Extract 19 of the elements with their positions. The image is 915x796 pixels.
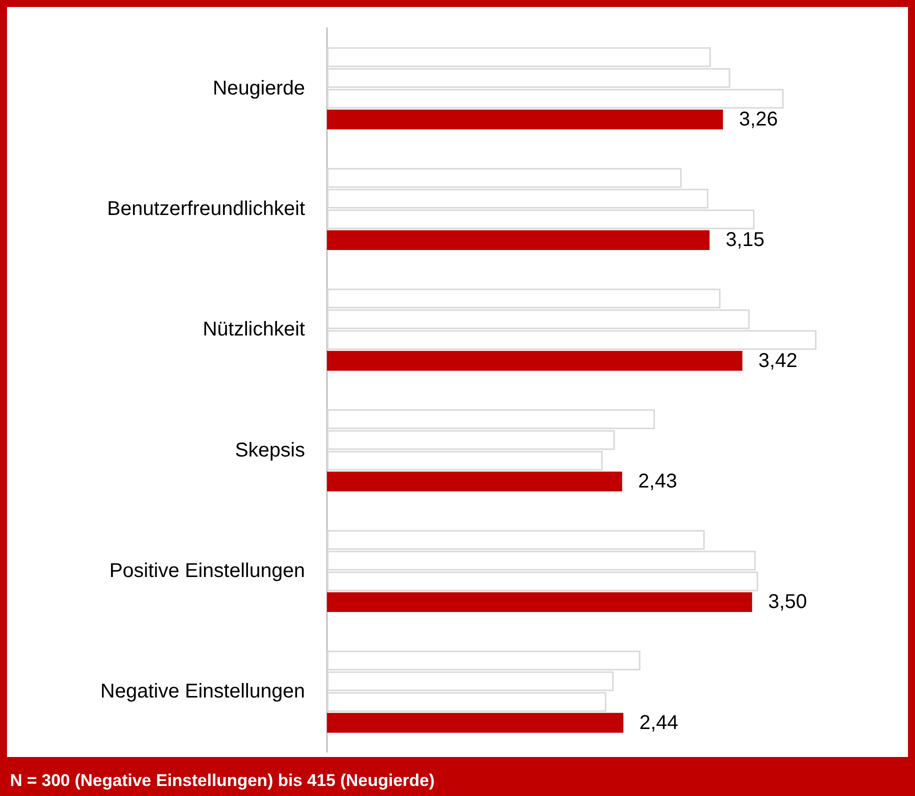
bar xyxy=(327,472,622,492)
y-tick-label: Nützlichkeit xyxy=(202,318,306,341)
data-label: 3,15 xyxy=(726,229,765,252)
bar xyxy=(327,230,710,250)
bar xyxy=(327,592,752,612)
data-label: 2,43 xyxy=(638,470,678,492)
text: N = 300 (Negative Einstellungen) bis 415 (Neugierde) xyxy=(0,757,915,796)
data-label: 3,42 xyxy=(758,350,798,372)
data-label: 2,44 xyxy=(639,712,678,734)
bar xyxy=(327,110,723,130)
y-tick-label: Skepsis xyxy=(234,439,305,462)
data-label: 3,26 xyxy=(738,108,778,130)
data-label: 3,50 xyxy=(768,591,808,614)
y-tick-label: Benutzerfreundlichkeit xyxy=(107,198,306,220)
bar xyxy=(327,350,742,371)
y-tick-label: Neugierde xyxy=(212,77,305,100)
bar xyxy=(327,712,624,733)
y-tick-label: Positive Einstellungen xyxy=(109,560,305,582)
y-tick-label: Negative Einstellungen xyxy=(100,680,305,703)
